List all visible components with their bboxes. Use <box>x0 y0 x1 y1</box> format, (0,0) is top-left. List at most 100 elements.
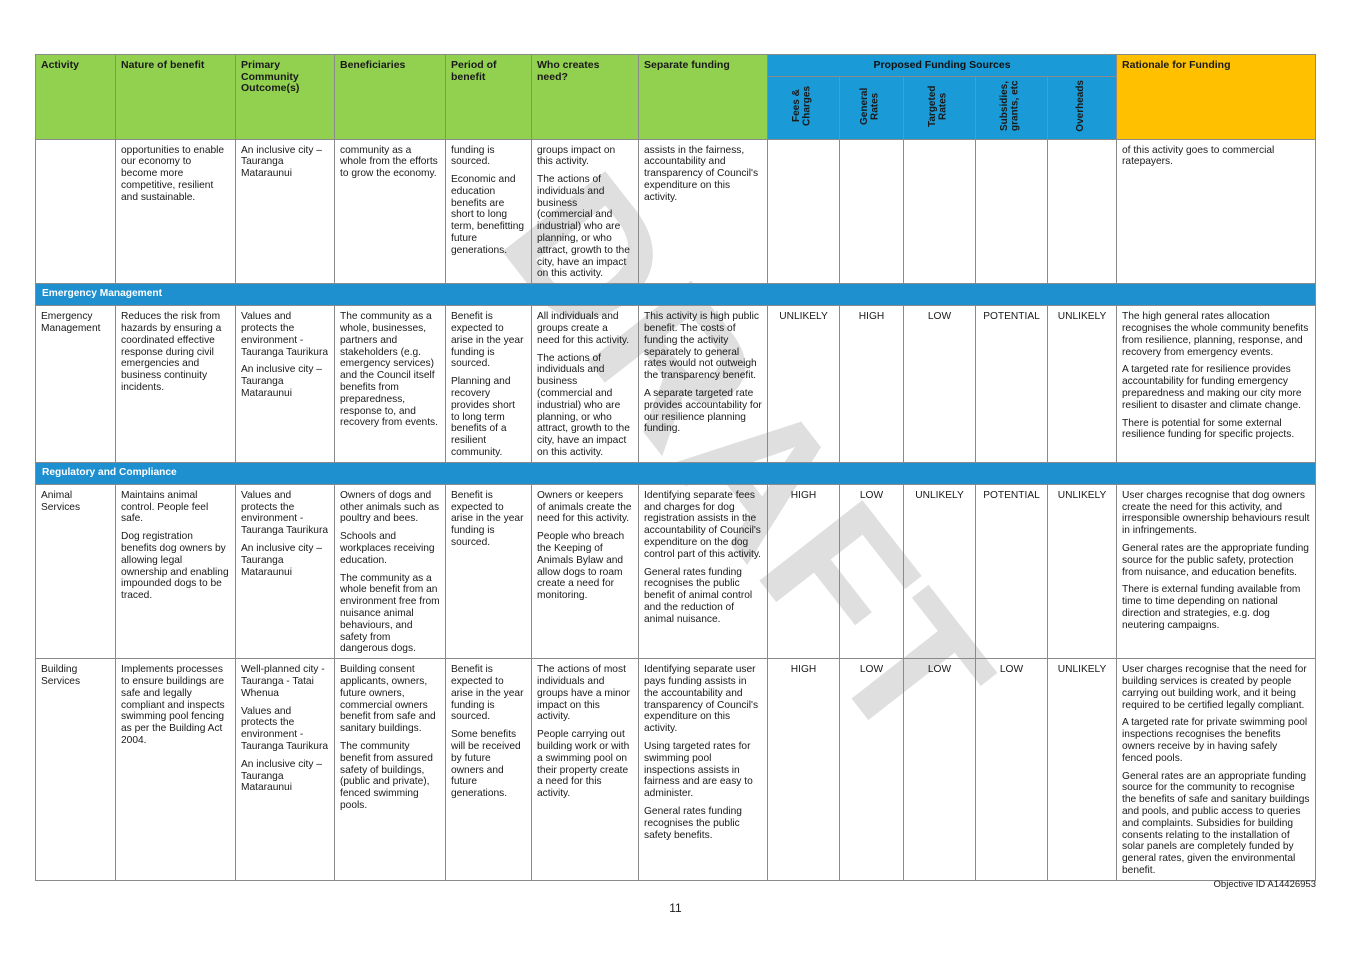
cell-overheads <box>1046 138 1118 285</box>
cell-paragraph: Using targeted rates for swimming pool i… <box>644 740 753 800</box>
header-overheads: Overheads <box>1046 76 1118 140</box>
header-beneficiaries: Beneficiaries <box>334 54 446 140</box>
cell-paragraph: People carrying out building work or wit… <box>537 729 630 800</box>
header-proposed-funding-sources: Proposed Funding Sources <box>766 54 1118 77</box>
cell-outcome: Well-planned city - Tauranga - Tatai Whe… <box>235 658 335 881</box>
cell-paragraph: User charges recognise that dog owners c… <box>1122 489 1310 537</box>
objective-id: Objective ID A14426953 <box>1213 879 1316 890</box>
cell-paragraph: Benefit is expected to arise in the year… <box>451 311 524 370</box>
cell-paragraph: Building consent applicants, owners, fut… <box>340 664 436 735</box>
cell-subsidies: LOW <box>975 658 1048 881</box>
cell-paragraph: The actions of individuals and business … <box>537 174 630 280</box>
cell-paragraph: Identifying separate fees and charges fo… <box>644 489 762 560</box>
cell-rationale: of this activity goes to commercial rate… <box>1116 138 1317 285</box>
cell-beneficiaries: The community as a whole, businesses, pa… <box>334 305 446 463</box>
cell-paragraph: A separate targeted rate provides accoun… <box>644 388 762 435</box>
section-row-emergency: Emergency Management <box>34 283 1317 307</box>
header-rationale: Rationale for Funding <box>1116 54 1317 140</box>
cell-paragraph: Reduces the risk from hazards by ensurin… <box>121 311 222 394</box>
cell-paragraph: Values and protects the environment - Ta… <box>241 489 329 537</box>
cell-nature: Reduces the risk from hazards by ensurin… <box>115 305 236 463</box>
cell-paragraph: Benefit is expected to arise in the year… <box>451 489 524 549</box>
cell-paragraph: There is potential for some external res… <box>1122 417 1295 441</box>
cell-paragraph: of this activity goes to commercial rate… <box>1122 144 1275 168</box>
section-row-regulatory: Regulatory and Compliance <box>34 461 1317 485</box>
cell-general: LOW <box>839 658 904 881</box>
cell-paragraph: There is external funding available from… <box>1122 584 1301 631</box>
cell-targeted: LOW <box>903 658 976 881</box>
cell-paragraph: The actions of individuals and business … <box>537 352 630 459</box>
cell-paragraph: Values and protects the environment - Ta… <box>241 705 329 752</box>
cell-period: Benefit is expected to arise in the year… <box>445 483 532 660</box>
cell-overheads: UNLIKELY <box>1046 658 1118 881</box>
cell-paragraph: Planning and recovery provides short to … <box>451 376 515 459</box>
cell-paragraph: An inclusive city – Tauranga Mataraunui <box>241 364 322 400</box>
cell-paragraph: A targeted rate for resilience provides … <box>1122 364 1302 411</box>
cell-paragraph: Maintains animal control. People feel sa… <box>121 489 209 525</box>
cell-paragraph: Owners or keepers of animals create the … <box>537 489 632 525</box>
cell-paragraph: Well-planned city - Tauranga - Tatai Whe… <box>241 664 325 699</box>
cell-paragraph: Implements processes to ensure buildings… <box>121 664 225 746</box>
table-row-animal-services: Animal Services Maintains animal control… <box>35 483 1317 660</box>
cell-paragraph: Owners of dogs and other animals such as… <box>340 489 440 525</box>
table-row-continued: opportunities to enable our economy to b… <box>35 138 1317 285</box>
cell-paragraph: An inclusive city – Tauranga Mataraunui <box>241 543 322 578</box>
cell-fees <box>767 138 840 285</box>
table-row-emergency-management: Emergency Management Reduces the risk fr… <box>35 305 1317 463</box>
cell-who: The actions of most individuals and grou… <box>531 658 639 881</box>
cell-activity: Emergency Management <box>35 305 116 463</box>
cell-paragraph: community as a whole from the efforts to… <box>340 144 438 180</box>
cell-paragraph: User charges recognise that the need for… <box>1122 664 1307 711</box>
cell-general <box>839 138 904 285</box>
cell-separate: assists in the fairness, accountability … <box>638 138 768 285</box>
header-separate-funding: Separate funding <box>638 54 768 140</box>
header-period-of-benefit: Period of benefit <box>445 54 532 140</box>
cell-paragraph: People who breach the Keeping of Animals… <box>537 531 625 602</box>
section-title: Regulatory and Compliance <box>34 461 1317 485</box>
cell-targeted: UNLIKELY <box>903 483 976 660</box>
cell-beneficiaries: community as a whole from the efforts to… <box>334 138 446 285</box>
table-row-building-services: Building Services Implements processes t… <box>35 658 1317 881</box>
cell-subsidies <box>975 138 1048 285</box>
header-row-2: Fees & Charges General Rates Targeted Ra… <box>36 76 1316 140</box>
cell-rationale: User charges recognise that the need for… <box>1116 658 1317 881</box>
cell-paragraph: Values and protects the environment - Ta… <box>241 311 329 358</box>
cell-paragraph: Benefit is expected to arise in the year… <box>451 664 524 723</box>
cell-nature: Maintains animal control. People feel sa… <box>115 483 236 660</box>
cell-beneficiaries: Building consent applicants, owners, fut… <box>334 658 446 881</box>
cell-paragraph: Economic and education benefits are shor… <box>451 174 525 256</box>
cell-paragraph: General rates are an appropriate funding… <box>1122 770 1310 876</box>
cell-separate: This activity is high public benefit. Th… <box>638 305 768 463</box>
header-who-creates-need: Who creates need? <box>531 54 639 140</box>
cell-fees: HIGH <box>767 658 840 881</box>
cell-paragraph: The high general rates allocation recogn… <box>1122 311 1309 358</box>
cell-outcome: An inclusive city – Tauranga Mataraunui <box>235 138 335 285</box>
header-row-1: Activity Nature of benefit Primary Commu… <box>35 54 1317 140</box>
header-fees-charges: Fees & Charges <box>767 76 840 140</box>
funding-table: Activity Nature of benefit Primary Commu… <box>34 54 1317 881</box>
cell-outcome: Values and protects the environment - Ta… <box>235 483 335 660</box>
section-title: Emergency Management <box>34 283 1317 307</box>
cell-paragraph: Identifying separate user pays funding a… <box>644 664 759 735</box>
cell-separate: Identifying separate fees and charges fo… <box>638 483 768 660</box>
cell-activity: Building Services <box>35 658 116 881</box>
cell-who: groups impact on this activity. The actio… <box>531 138 639 285</box>
header-activity: Activity <box>35 54 116 140</box>
cell-paragraph: An inclusive city – Tauranga Mataraunui <box>241 144 322 180</box>
header-nature-of-benefit: Nature of benefit <box>115 54 236 140</box>
cell-activity <box>35 138 116 285</box>
cell-paragraph: funding is sourced. <box>451 144 495 168</box>
cell-fees: UNLIKELY <box>767 305 840 463</box>
cell-paragraph: General rates funding recognises the pub… <box>644 566 753 625</box>
funding-table-sheet: Activity Nature of benefit Primary Commu… <box>34 54 1317 881</box>
cell-targeted <box>903 138 976 285</box>
cell-subsidies: POTENTIAL <box>975 483 1048 660</box>
cell-subsidies: POTENTIAL <box>975 305 1048 463</box>
page-number: 11 <box>669 901 682 915</box>
cell-paragraph: The community benefit from assured safet… <box>340 740 433 811</box>
cell-nature: opportunities to enable our economy to b… <box>115 138 236 285</box>
header-targeted-rates: Targeted Rates <box>903 76 976 140</box>
cell-paragraph: General rates funding recognises the pub… <box>644 805 742 841</box>
cell-overheads: UNLIKELY <box>1046 483 1118 660</box>
cell-activity: Animal Services <box>35 483 116 660</box>
